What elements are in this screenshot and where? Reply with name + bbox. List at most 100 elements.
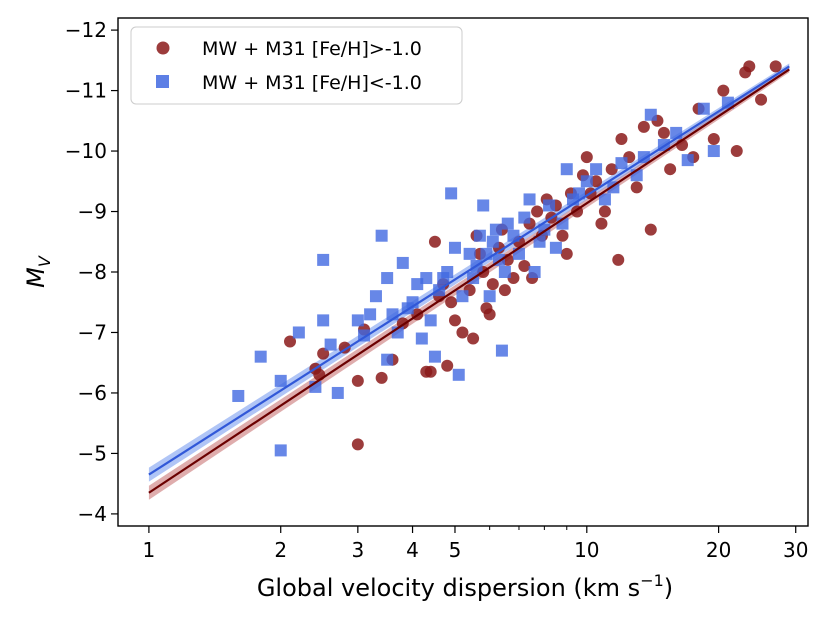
- data-point-circle: [351, 374, 364, 387]
- x-axis-label-close: ): [664, 574, 673, 602]
- data-point-square: [480, 247, 493, 260]
- data-point-circle: [612, 253, 625, 266]
- data-point-circle: [580, 151, 593, 164]
- data-point-square: [274, 374, 287, 387]
- data-point-square: [317, 314, 330, 327]
- data-point-circle: [284, 335, 297, 348]
- data-point-circle: [556, 229, 569, 242]
- data-point-circle: [644, 223, 657, 236]
- data-point-circle: [615, 132, 628, 145]
- fit-line: [148, 65, 790, 476]
- data-point-square: [452, 368, 465, 381]
- data-point-circle: [424, 365, 437, 378]
- data-point-square: [707, 145, 720, 158]
- data-point-square: [533, 235, 546, 248]
- data-point-square: [697, 102, 710, 115]
- data-point-square: [477, 199, 490, 212]
- data-point-square: [428, 350, 441, 363]
- data-point-circle: [441, 359, 454, 372]
- data-point-square: [381, 272, 394, 285]
- data-point-square: [518, 211, 531, 224]
- data-point-circle: [717, 84, 730, 97]
- x-tick-label: 30: [783, 538, 808, 562]
- data-point-circle: [707, 132, 720, 145]
- data-point-square: [507, 229, 520, 242]
- data-point-square: [560, 163, 573, 176]
- x-axis-ticks: 1 2 3 4 5 10 20 30: [143, 526, 808, 562]
- data-point-square: [364, 308, 377, 321]
- data-point-square: [495, 344, 508, 357]
- data-point-circle: [486, 278, 499, 291]
- x-axis-label: Global velocity dispersion (km s−1): [257, 571, 673, 602]
- data-point-square: [411, 278, 424, 291]
- data-point-square: [369, 290, 382, 303]
- x-tick-label: 1: [143, 538, 156, 562]
- data-point-circle: [664, 163, 677, 176]
- data-point-circle: [730, 145, 743, 158]
- data-point-square: [351, 314, 364, 327]
- data-point-square: [292, 326, 305, 339]
- fit-lines: [148, 65, 790, 494]
- data-point-square: [590, 163, 603, 176]
- data-point-square: [424, 314, 437, 327]
- data-point-circle: [598, 205, 611, 218]
- data-points: [232, 60, 782, 457]
- data-point-circle: [428, 235, 441, 248]
- x-tick-label: 2: [274, 538, 287, 562]
- y-axis-label-main: M: [22, 267, 50, 288]
- y-tick-label: −4: [78, 502, 107, 526]
- y-tick-label: −8: [78, 260, 107, 284]
- y-tick-label: −10: [65, 139, 107, 163]
- data-point-square: [644, 108, 657, 121]
- data-point-square: [615, 157, 628, 170]
- data-point-square: [528, 266, 541, 278]
- data-point-square: [456, 290, 469, 303]
- data-point-circle: [445, 296, 458, 309]
- legend-marker-square: [156, 75, 169, 88]
- data-point-square: [448, 241, 461, 254]
- data-point-square: [274, 444, 287, 457]
- data-point-square: [441, 266, 454, 278]
- data-point-square: [681, 154, 694, 167]
- data-point-circle: [769, 60, 782, 73]
- data-point-square: [498, 266, 511, 278]
- data-point-square: [598, 193, 611, 206]
- x-axis-label-exponent: −1: [640, 571, 664, 590]
- data-point-square: [473, 229, 486, 242]
- data-point-square: [375, 229, 388, 242]
- data-point-square: [549, 241, 562, 254]
- y-tick-label: −6: [78, 381, 107, 405]
- data-point-circle: [448, 314, 461, 327]
- data-point-square: [415, 332, 428, 345]
- x-tick-label: 3: [351, 538, 364, 562]
- y-tick-label: −5: [78, 441, 107, 465]
- data-point-circle: [743, 60, 756, 73]
- legend-label-metal-poor: MW + M31 [Fe/H]<-1.0: [202, 72, 422, 94]
- data-point-square: [486, 235, 499, 248]
- x-axis-label-main: Global velocity dispersion (km s: [257, 574, 640, 602]
- data-point-square: [489, 223, 502, 236]
- legend-marker-circle: [156, 41, 170, 55]
- data-point-circle: [456, 326, 469, 339]
- data-point-square: [420, 272, 433, 285]
- data-point-circle: [560, 247, 573, 260]
- data-point-square: [721, 96, 734, 109]
- data-point-circle: [375, 371, 388, 384]
- data-point-square: [543, 199, 556, 212]
- fit-line: [148, 68, 790, 494]
- legend-box: [130, 26, 463, 105]
- data-point-square: [324, 338, 337, 351]
- data-point-square: [445, 187, 458, 200]
- data-point-square: [317, 253, 330, 266]
- x-tick-label: 5: [449, 538, 462, 562]
- data-point-square: [331, 386, 344, 399]
- legend: MW + M31 [Fe/H]>-1.0 MW + M31 [Fe/H]<-1.…: [130, 26, 463, 105]
- y-tick-label: −7: [78, 320, 107, 344]
- data-point-square: [573, 187, 586, 200]
- data-point-circle: [590, 175, 603, 188]
- data-point-circle: [467, 332, 480, 345]
- x-tick-label: 4: [406, 538, 419, 562]
- y-axis-label: MV: [22, 255, 54, 288]
- data-point-square: [523, 193, 536, 206]
